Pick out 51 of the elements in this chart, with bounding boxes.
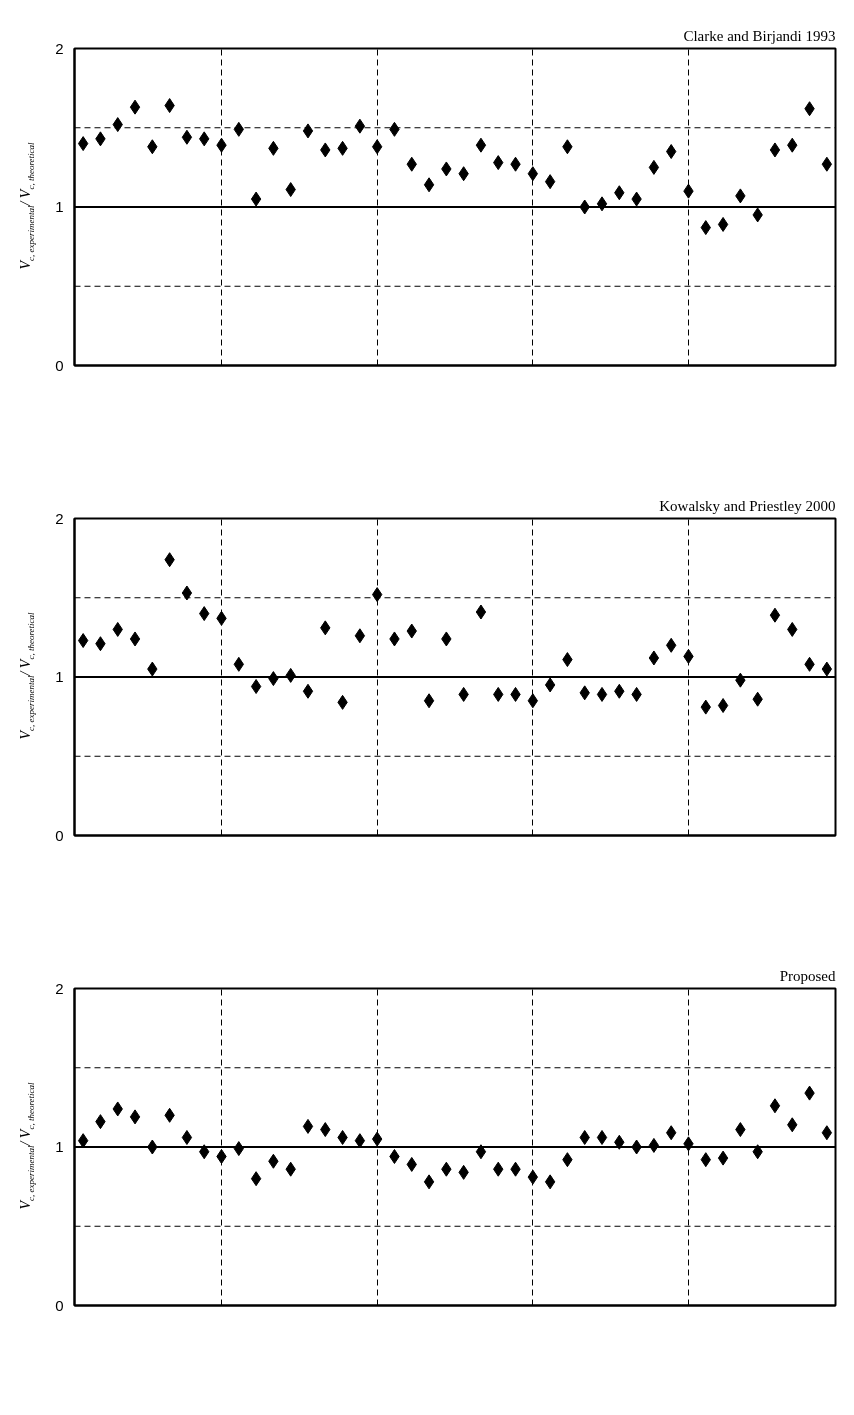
point: [181, 1129, 193, 1145]
point: [181, 585, 193, 601]
y-tick-label: 0: [55, 356, 64, 374]
point: [181, 129, 193, 145]
chart-title: Kowalsky and Priestley 2000: [659, 497, 836, 514]
y-tick-label: 1: [55, 198, 64, 215]
y-tick-label: 2: [55, 979, 64, 997]
point: [648, 159, 660, 175]
y-tick-label: 0: [55, 1296, 64, 1314]
point: [250, 1171, 262, 1187]
point: [596, 1129, 608, 1145]
chart-title: Proposed: [779, 967, 836, 984]
point: [77, 633, 89, 649]
point: [250, 679, 262, 695]
point: [596, 686, 608, 702]
point: [717, 216, 729, 232]
y-tick-label: 0: [55, 826, 64, 844]
point: [250, 191, 262, 207]
y-tick-label: 2: [55, 509, 64, 527]
point: [821, 1125, 833, 1141]
point: [423, 693, 435, 709]
point: [129, 631, 141, 647]
chart-title: Clarke and Birjandi 1993: [683, 27, 836, 44]
point: [423, 1174, 435, 1190]
point: [475, 1144, 487, 1160]
point: [77, 136, 89, 152]
point: [302, 123, 314, 139]
point: [648, 650, 660, 666]
point: [769, 607, 781, 623]
y-tick-label: 1: [55, 1138, 64, 1155]
point: [769, 1098, 781, 1114]
point: [475, 604, 487, 620]
point: [129, 1109, 141, 1125]
point: [544, 174, 556, 190]
point: [423, 177, 435, 193]
point: [821, 156, 833, 172]
y-tick-label: 1: [55, 668, 64, 685]
point: [717, 698, 729, 714]
point: [544, 1174, 556, 1190]
point: [769, 142, 781, 158]
point: [475, 137, 487, 153]
point: [302, 1118, 314, 1134]
point: [129, 99, 141, 115]
point: [717, 1150, 729, 1166]
point: [302, 683, 314, 699]
point: [544, 677, 556, 693]
y-tick-label: 2: [55, 39, 64, 57]
point: [596, 196, 608, 212]
point: [354, 118, 366, 134]
point: [821, 661, 833, 677]
point: [354, 628, 366, 644]
